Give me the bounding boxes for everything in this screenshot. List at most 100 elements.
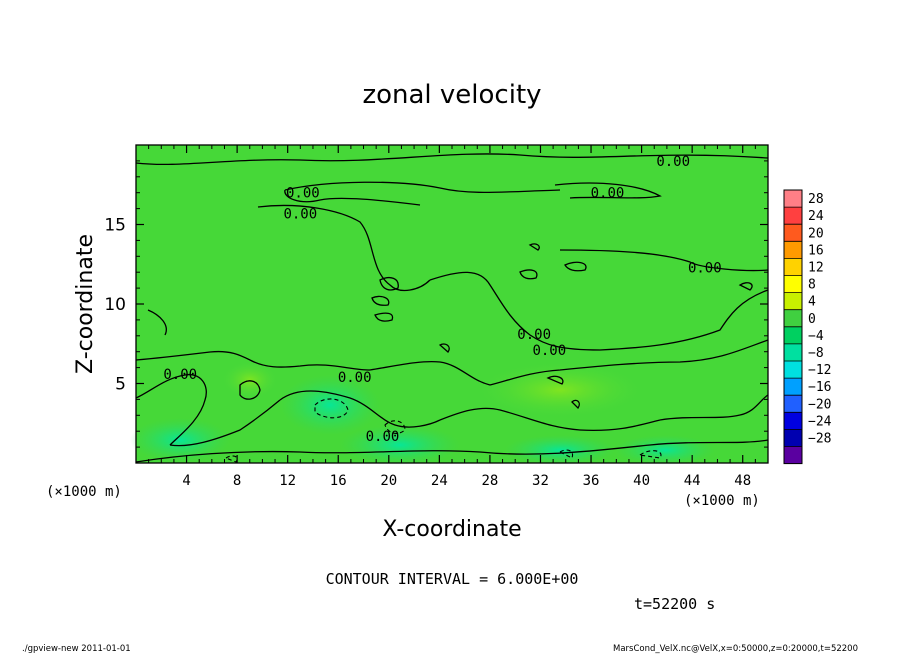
colorbar-label: 0: [808, 312, 816, 327]
contour-interval-text: CONTOUR INTERVAL = 6.000E+00: [326, 570, 579, 588]
x-tick-label: 12: [279, 473, 296, 489]
plot-area: 0.000.00 0.000.000.000.000.000.00 0.000.00: [130, 144, 769, 465]
colorbar-label: −28: [808, 432, 831, 447]
field-variation: [505, 435, 615, 465]
contour-line: [369, 360, 491, 386]
colorbar-swatch: [784, 395, 802, 413]
x-tick-label: 24: [431, 473, 448, 489]
contour-line: [284, 189, 421, 206]
colorbar-swatch: [784, 309, 802, 327]
field-variation: [340, 425, 460, 465]
colorbar-label: −20: [808, 397, 831, 412]
colorbar-label: 24: [808, 209, 824, 224]
colorbar-label: −12: [808, 363, 831, 378]
field-variation: [130, 418, 230, 462]
contour-line: [559, 249, 769, 272]
chart-title: zonal velocity: [362, 80, 541, 110]
colorbar-swatch: [784, 343, 802, 361]
contour-label: 0.00: [338, 370, 372, 386]
contour-line: [519, 269, 538, 280]
x-tick-label: 36: [583, 473, 600, 489]
negative-contours: [224, 398, 662, 463]
colorbar-swatch: [784, 241, 802, 259]
contour-line: [438, 343, 450, 353]
contour-line: [379, 277, 399, 291]
contour-line: [429, 271, 601, 351]
negative-contour: [224, 455, 238, 463]
footer-right: MarsCond_VelX.nc@VelX,x=0:50000,z=0:2000…: [613, 644, 858, 654]
colorbar-label: 12: [808, 261, 824, 276]
contour-line: [135, 350, 251, 361]
contour-line: [659, 394, 769, 421]
contour-line: [489, 339, 769, 386]
contour-label: 0.00: [366, 429, 400, 445]
contour-label: 0.00: [591, 186, 625, 202]
colorbar: 28 24 20 16 12 8 4 0 −4 −8 −12 −16 −20 −24 −28: [783, 189, 832, 465]
contour-labels: 0.000.00 0.000.000.000.000.000.00 0.000.00: [163, 154, 721, 445]
footer-left: ./gpview-new 2011-01-01: [22, 644, 131, 654]
colorbar-label: 4: [808, 295, 816, 310]
y-axis-title: Z-coordinate: [73, 234, 98, 374]
contour-line: [371, 295, 390, 306]
contour-line: [284, 181, 561, 194]
contour-line: [249, 359, 371, 371]
colorbar-swatch: [784, 378, 802, 396]
colorbar-swatch: [784, 326, 802, 344]
x-tick-label: 44: [684, 473, 701, 489]
contour-label: 0.00: [688, 260, 722, 276]
field-background: [136, 145, 768, 463]
x-tick-label: 16: [330, 473, 347, 489]
colorbar-label: 8: [808, 278, 816, 293]
colorbar-swatch: [784, 412, 802, 430]
colorbar-swatch: [784, 275, 802, 293]
negative-contour: [558, 449, 574, 459]
colorbar-label: −8: [808, 346, 824, 361]
contour-line: [135, 439, 769, 463]
colorbar-swatch: [784, 429, 802, 447]
y-tick-label: 10: [104, 295, 126, 315]
colorbar-swatch: [784, 224, 802, 242]
contour-line: [135, 373, 207, 446]
contour-label: 0.00: [656, 154, 690, 170]
colorbar-swatch: [784, 207, 802, 225]
x-tick-label: 40: [633, 473, 650, 489]
colorbar-swatch: [784, 361, 802, 379]
field-variation: [615, 435, 715, 465]
contour-line: [135, 153, 769, 166]
contour-line: [546, 375, 564, 385]
x-tick-label: 4: [182, 473, 190, 489]
contour-label: 0.00: [283, 206, 317, 222]
colorbar-label: 20: [808, 226, 824, 241]
field-variation: [280, 375, 380, 435]
contour-line: [554, 182, 662, 199]
contour-label: 0.00: [286, 186, 320, 202]
colorbar-swatch: [784, 292, 802, 310]
contour-line: [599, 289, 769, 351]
colorbar-swatch: [784, 446, 802, 464]
x-unit-label-right: (×1000 m): [684, 493, 760, 509]
x-tick-label: 28: [481, 473, 498, 489]
contour-line: [439, 407, 661, 431]
contour-lines: [135, 153, 769, 463]
colorbar-swatch: [784, 258, 802, 276]
x-axis: 4 8 12 16 20 24 28 32 36 40 44 48: [148, 145, 756, 489]
contour-label: 0.00: [163, 367, 197, 383]
colorbar-swatch: [784, 190, 802, 208]
colorbar-label: −16: [808, 380, 831, 395]
x-tick-label: 32: [532, 473, 549, 489]
contour-line: [571, 399, 580, 410]
negative-contour: [384, 420, 406, 434]
x-tick-label: 20: [380, 473, 397, 489]
contour-label: 0.00: [532, 343, 566, 359]
x-axis-title: X-coordinate: [382, 517, 521, 542]
time-label: t=52200 s: [634, 595, 715, 613]
contour-line: [528, 243, 540, 251]
y-axis: 5 10 15: [104, 160, 768, 448]
contour-line: [564, 261, 587, 272]
x-tick-label: 48: [734, 473, 751, 489]
contour-label: 0.00: [517, 327, 551, 343]
contour-line: [257, 204, 431, 292]
x-unit-label-left: (×1000 m): [46, 484, 122, 500]
y-tick-label: 15: [104, 216, 126, 236]
